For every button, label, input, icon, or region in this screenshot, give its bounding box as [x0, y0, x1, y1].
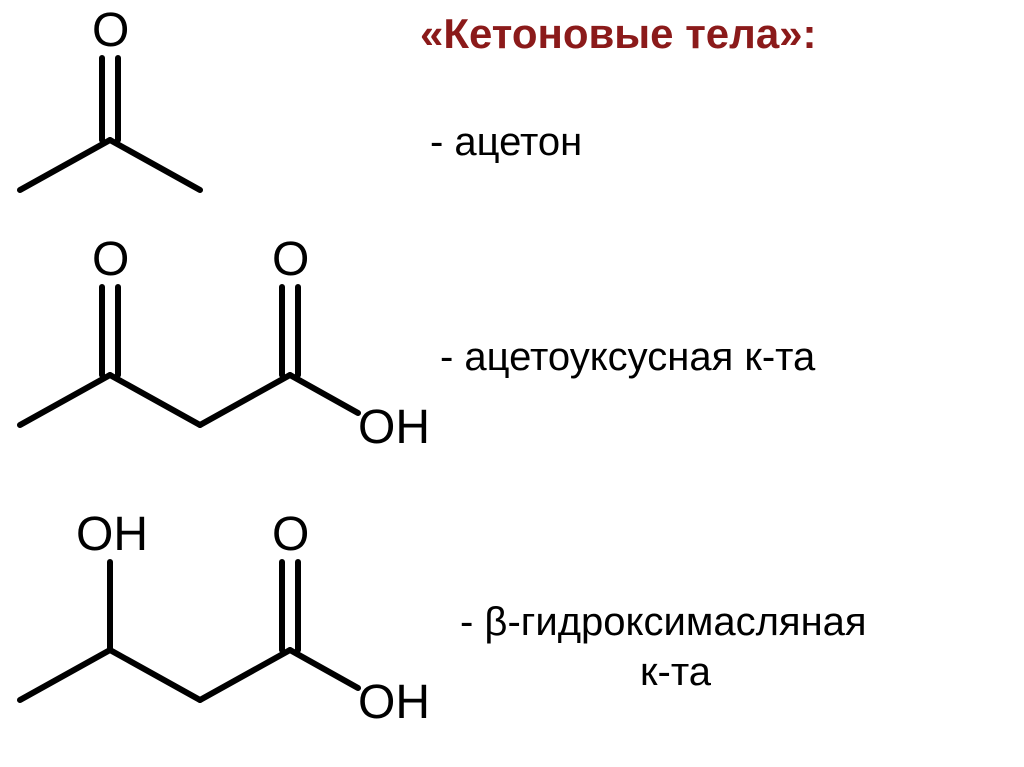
page-title: «Кетоновые тела»: [420, 10, 817, 58]
bond-line [20, 650, 110, 700]
bond-line [20, 375, 110, 425]
molecule-bhb: OH O OH [0, 490, 460, 730]
atom-label: O [92, 233, 129, 286]
molecule-acetone: O [0, 0, 260, 200]
atom-label: O [272, 508, 309, 561]
page: «Кетоновые тела»: - ацетон - ацетоуксусн… [0, 0, 1024, 767]
label-bhb-line1: - β-гидроксимасляная [460, 600, 867, 645]
bond-line [20, 140, 110, 190]
atom-label: OH [358, 401, 430, 454]
bond-line [110, 375, 200, 425]
bond-line [290, 375, 358, 413]
label-acetone: - ацетон [430, 120, 582, 165]
bond-line [200, 650, 290, 700]
label-bhb-line2: к-та [640, 650, 711, 695]
atom-label: OH [358, 676, 430, 729]
label-acetoacetic: - ацетоуксусная к-та [440, 335, 815, 380]
bond-line [200, 375, 290, 425]
atom-label: OH [76, 508, 148, 561]
atom-label: O [272, 233, 309, 286]
bond-line [110, 140, 200, 190]
atom-label: O [92, 4, 129, 57]
bond-line [110, 650, 200, 700]
molecule-acetoacetic: O O OH [0, 225, 460, 455]
bond-line [290, 650, 358, 688]
